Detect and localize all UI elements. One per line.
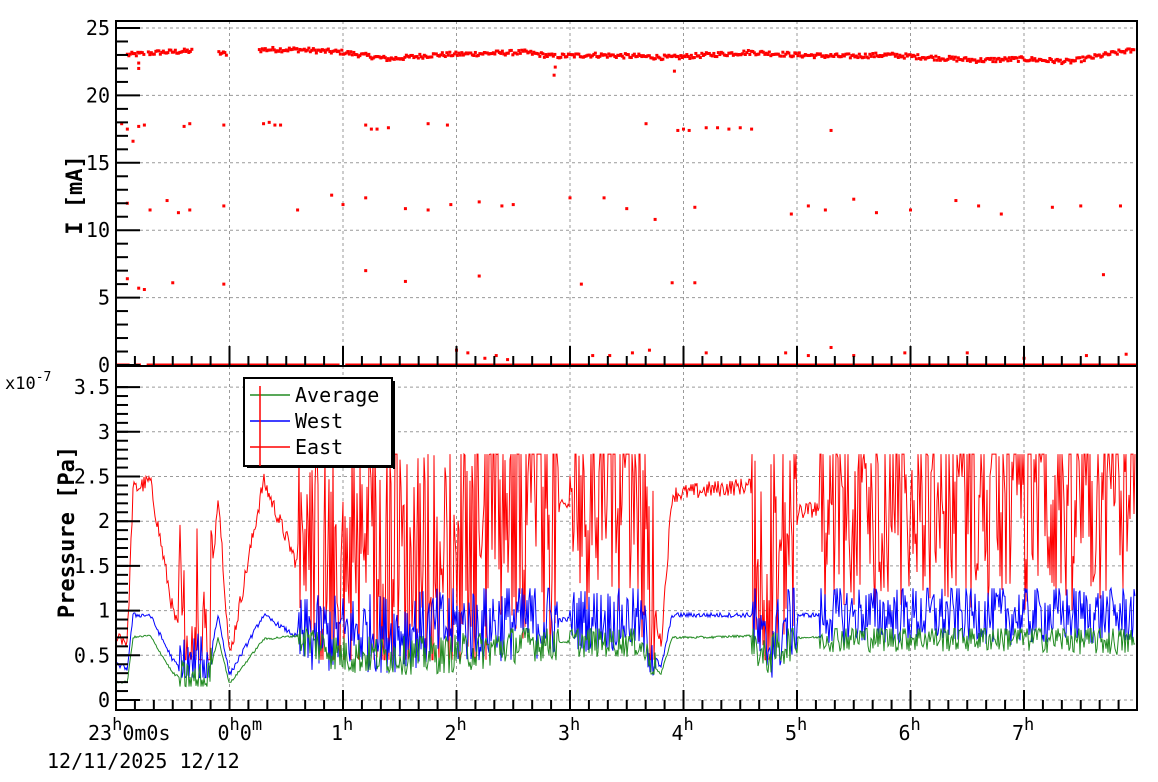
east-pressure-line — [116, 452, 1136, 661]
pressure-line-series — [116, 452, 1136, 688]
bottom-y-axis: 0 0.5 1 1.5 2 2.5 3 3.5 — [74, 375, 140, 712]
bottom-y-tick-label: 0.5 — [74, 643, 110, 667]
top-y-tick-label: 20 — [86, 83, 110, 107]
top-y-tick-label: 10 — [86, 218, 110, 242]
x-hour-label: 6h — [899, 715, 921, 745]
x-hour-label: 7h — [1012, 715, 1034, 745]
bottom-y-tick-label: 2.5 — [74, 465, 110, 489]
top-y-axis-title: I [mA] — [63, 155, 88, 234]
top-y-tick-label: 0 — [98, 353, 110, 377]
legend-item-west: West — [295, 409, 343, 433]
legend-box — [243, 377, 393, 467]
bottom-y-tick-label: 3.5 — [74, 375, 110, 399]
bottom-y-axis-title: Pressure [Pa] — [55, 446, 80, 618]
bottom-y-tick-label: 2 — [98, 509, 110, 533]
bottom-y-tick-label: 3 — [98, 420, 110, 444]
top-y-axis: 0 5 10 15 20 25 — [86, 16, 140, 377]
x-hour-label: 4h — [672, 715, 694, 745]
legend-item-east: East — [295, 435, 343, 459]
top-y-tick-label: 15 — [86, 151, 110, 175]
exponent-label: x10-7 — [5, 370, 51, 394]
top-y-tick-label: 25 — [86, 16, 110, 40]
bottom-y-tick-label: 0 — [98, 688, 110, 712]
x-hour-label: 1h — [331, 715, 353, 745]
west-pressure-line — [116, 586, 1136, 679]
x-hour-label: 3h — [558, 715, 580, 745]
legend-item-average: Average — [295, 383, 379, 407]
current-scatter-series — [116, 45, 1137, 367]
average-pressure-line — [116, 626, 1136, 688]
x-start-label: 23h0m0s — [88, 715, 171, 745]
top-panel-grid — [116, 21, 1137, 366]
x-axis-ticks — [115, 346, 1120, 710]
top-y-tick-label: 5 — [98, 286, 110, 310]
x-hour-label: 5h — [785, 715, 807, 745]
bottom-y-tick-label: 1.5 — [74, 554, 110, 578]
x-axis-labels: 23h0m0s 12/11/2025 12/12 0h0m 1h 2h 3h 4h 5h 6… — [47, 715, 1034, 773]
x-hour-label: 0h0m — [218, 715, 263, 745]
bottom-y-tick-label: 1 — [98, 599, 110, 623]
x-date-label: 12/11/2025 12/12 — [47, 749, 240, 773]
x-hour-label: 2h — [445, 715, 467, 745]
top-panel-frame — [115, 20, 1138, 367]
